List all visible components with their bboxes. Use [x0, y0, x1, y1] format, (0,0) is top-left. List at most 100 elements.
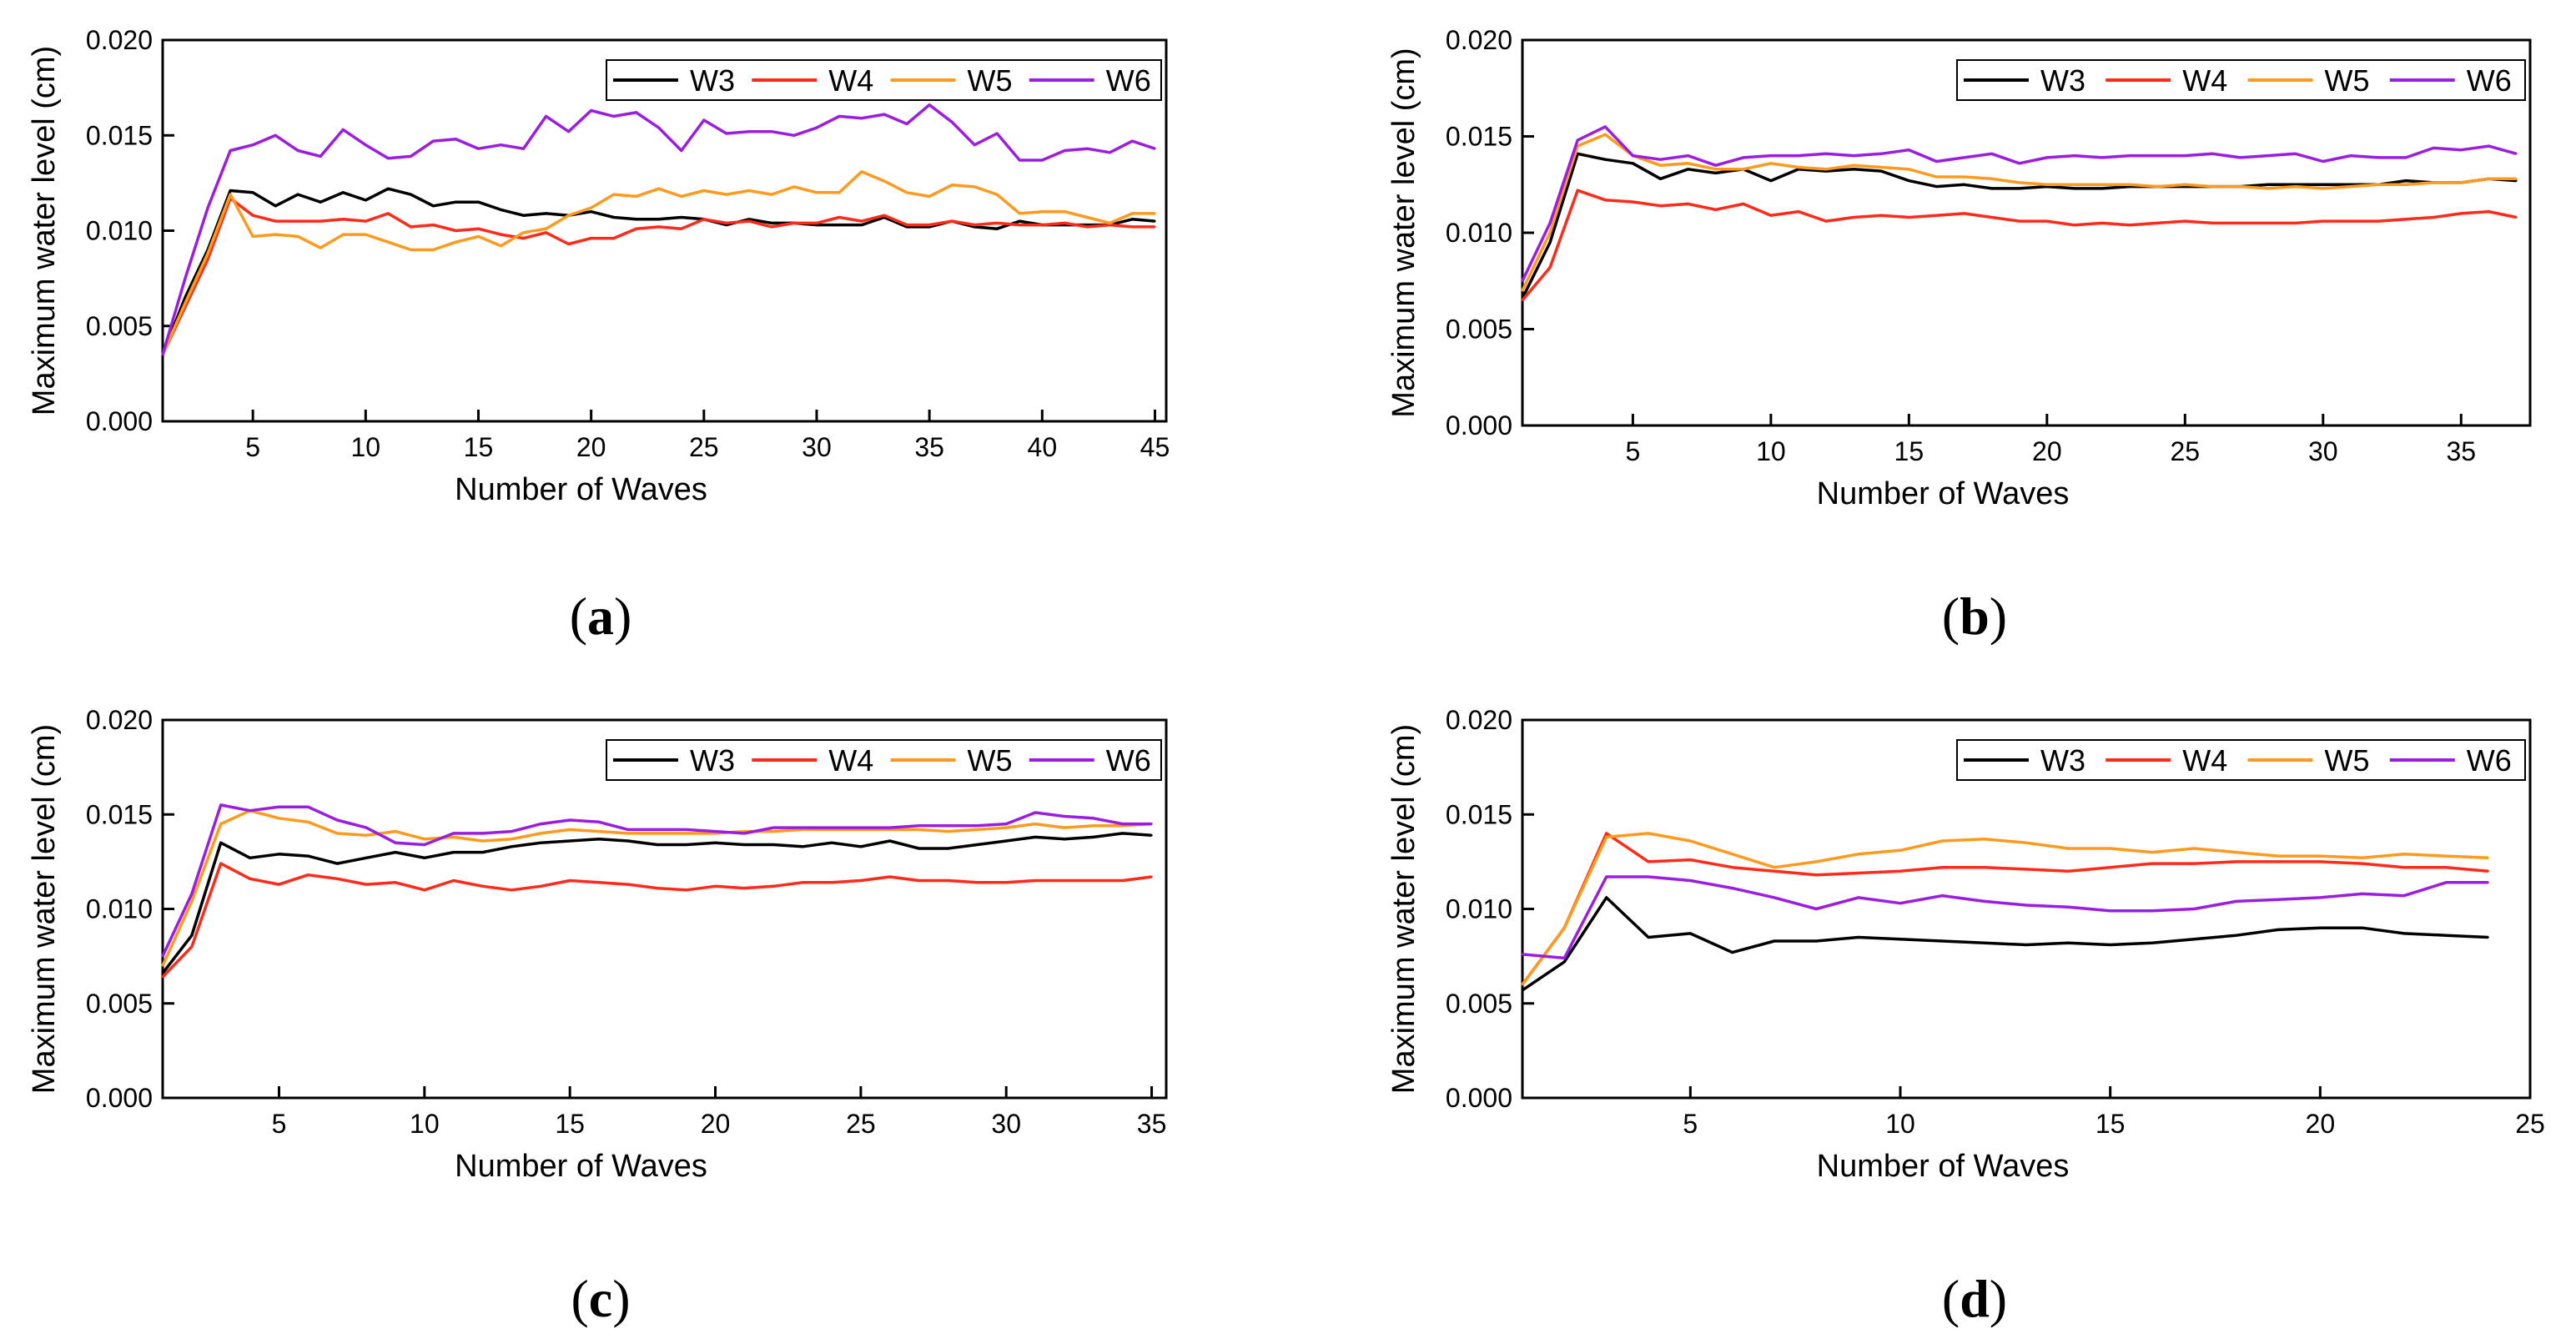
- data-point-w6: [815, 126, 818, 129]
- data-point-w5: [1689, 839, 1692, 843]
- data-point-w3: [522, 214, 525, 217]
- data-point-w6: [1908, 148, 1910, 151]
- data-point-w6: [801, 826, 804, 829]
- data-point-w3: [657, 218, 660, 220]
- data-point-w6: [2235, 900, 2237, 903]
- data-point-w5: [2239, 185, 2241, 188]
- data-point-w6: [772, 826, 775, 829]
- data-point-w3: [1815, 939, 1818, 943]
- data-point-w5: [1131, 212, 1134, 215]
- legend-label-w3: W3: [2040, 63, 2085, 98]
- data-point-w5: [635, 195, 637, 198]
- data-point-w4: [394, 881, 397, 883]
- data-point-w6: [410, 155, 412, 158]
- data-point-w5: [1041, 210, 1044, 213]
- data-point-w5: [190, 900, 194, 903]
- y-tick-label: 0.005: [86, 311, 153, 341]
- data-point-w6: [1548, 222, 1552, 224]
- data-point-w4: [540, 885, 542, 888]
- data-point-w3: [1899, 938, 1902, 940]
- data-point-w3: [219, 842, 222, 844]
- x-tick-label: 25: [689, 432, 719, 462]
- data-point-w3: [2277, 929, 2280, 931]
- data-point-w6: [2018, 162, 2020, 165]
- data-point-w3: [161, 972, 164, 974]
- data-point-w3: [394, 851, 397, 853]
- data-point-w3: [830, 842, 833, 844]
- data-point-w4: [888, 875, 891, 878]
- series-line-w4: [161, 862, 1152, 979]
- data-point-w5: [1548, 231, 1552, 234]
- data-point-w5: [481, 839, 484, 843]
- data-point-w3: [1131, 218, 1134, 220]
- data-point-w3: [1632, 162, 1634, 165]
- data-point-w4: [274, 219, 277, 223]
- data-point-w6: [161, 954, 164, 958]
- data-point-w6: [1150, 823, 1153, 825]
- data-point-w4: [801, 881, 804, 883]
- data-point-w4: [1005, 881, 1008, 883]
- data-point-w3: [511, 845, 513, 848]
- data-point-w3: [1548, 241, 1552, 244]
- data-point-w3: [1019, 219, 1021, 223]
- y-tick-label: 0.005: [1446, 315, 1512, 345]
- data-point-w4: [545, 231, 547, 234]
- data-point-w4: [2067, 870, 2070, 873]
- data-point-w4: [714, 885, 717, 888]
- data-point-w5: [387, 241, 390, 244]
- data-point-w3: [801, 845, 804, 848]
- data-point-w4: [511, 888, 513, 892]
- series-line-w6: [161, 103, 1156, 355]
- x-tick-label: 25: [846, 1109, 876, 1139]
- data-point-w6: [2101, 156, 2104, 159]
- data-point-w3: [2267, 184, 2269, 186]
- data-point-w5: [307, 821, 309, 823]
- series-line-w6: [1522, 875, 2488, 960]
- data-point-w5: [184, 302, 187, 305]
- data-point-w6: [657, 126, 660, 129]
- data-point-w5: [1605, 836, 1607, 838]
- data-point-w4: [685, 888, 687, 892]
- data-point-w5: [540, 832, 542, 835]
- data-point-w5: [455, 241, 457, 244]
- data-point-w5: [1731, 853, 1733, 856]
- data-point-w5: [365, 233, 367, 236]
- data-point-w6: [511, 830, 513, 833]
- series-line-w4: [1521, 832, 2488, 986]
- data-point-w5: [2349, 185, 2352, 188]
- legend-label-w5: W5: [2325, 63, 2370, 98]
- data-point-w6: [184, 277, 187, 279]
- data-point-w5: [1109, 222, 1111, 224]
- data-point-w5: [685, 832, 687, 835]
- data-point-w6: [2128, 154, 2131, 157]
- data-point-w5: [1963, 175, 1965, 179]
- data-point-w6: [567, 130, 570, 133]
- data-point-w4: [500, 233, 502, 236]
- data-point-w5: [702, 189, 706, 192]
- data-point-w4: [830, 881, 833, 883]
- data-point-w6: [1041, 159, 1044, 162]
- data-point-w6: [481, 832, 484, 835]
- data-point-w3: [860, 224, 863, 226]
- data-point-w6: [2156, 154, 2159, 157]
- data-point-w4: [702, 218, 706, 220]
- data-point-w4: [1689, 858, 1692, 861]
- data-point-w6: [2515, 153, 2518, 155]
- data-point-w4: [2101, 222, 2104, 224]
- data-point-w6: [1034, 811, 1037, 814]
- data-point-w5: [747, 189, 751, 192]
- data-point-w5: [2067, 847, 2070, 850]
- data-point-w6: [274, 134, 277, 137]
- data-point-w6: [918, 824, 920, 828]
- data-point-w6: [1063, 815, 1066, 818]
- data-point-w6: [2402, 894, 2406, 897]
- data-point-w4: [680, 228, 682, 230]
- data-point-w4: [278, 883, 280, 886]
- data-point-w5: [423, 838, 426, 840]
- data-point-w6: [1131, 139, 1134, 143]
- data-point-w4: [743, 887, 746, 889]
- x-tick-label: 40: [1028, 432, 1058, 462]
- legend-label-w5: W5: [2325, 743, 2370, 778]
- data-point-w4: [336, 878, 339, 880]
- data-point-w6: [974, 143, 976, 146]
